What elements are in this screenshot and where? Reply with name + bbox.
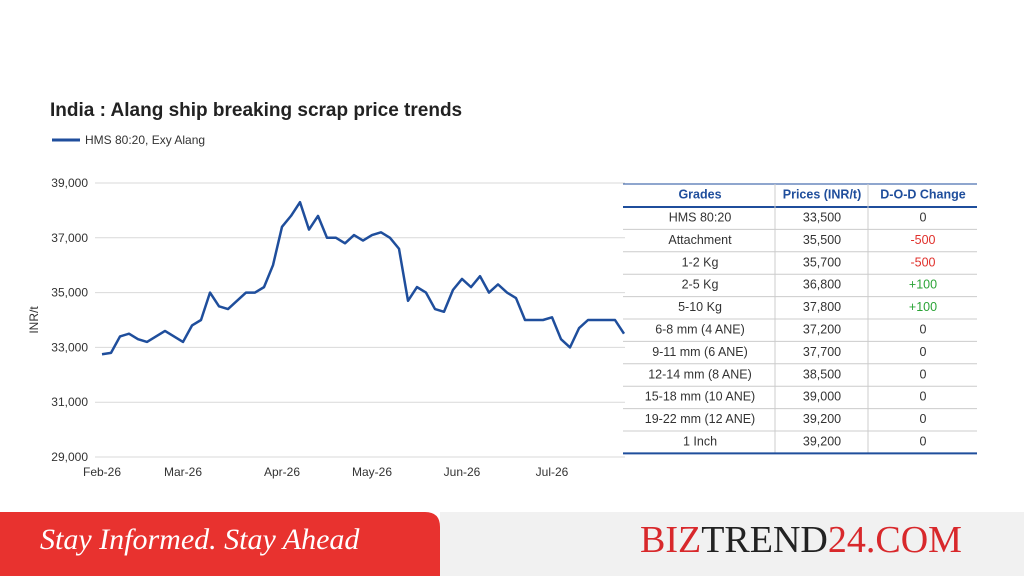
brand-part: BIZ bbox=[640, 519, 701, 561]
table-cell: 0 bbox=[920, 434, 927, 448]
table-cell: 35,500 bbox=[803, 233, 841, 247]
y-axis-label: INR/t bbox=[27, 306, 41, 334]
data-line bbox=[101, 200, 626, 356]
x-tick-label: May-26 bbox=[352, 465, 392, 479]
table-cell: HMS 80:20 bbox=[669, 210, 732, 224]
table-cell: 15-18 mm (10 ANE) bbox=[645, 390, 755, 404]
brand-part: 24.COM bbox=[828, 519, 962, 561]
table-cell: 6-8 mm (4 ANE) bbox=[655, 322, 745, 336]
table-cell: 0 bbox=[920, 322, 927, 336]
table-cell: 0 bbox=[920, 367, 927, 381]
table-cell: 5-10 Kg bbox=[678, 300, 722, 314]
table-cell: 19-22 mm (12 ANE) bbox=[645, 412, 755, 426]
plot: 29,000 31,000 33,000 35,000 37,000 39,000 Feb-… bbox=[51, 176, 626, 479]
y-tick-label: 35,000 bbox=[51, 286, 88, 300]
table-cell: +100 bbox=[909, 278, 937, 292]
x-tick-label: Apr-26 bbox=[264, 465, 300, 479]
table-cell: 39,200 bbox=[803, 412, 841, 426]
table-cell: 1 Inch bbox=[683, 434, 717, 448]
table-cell: 0 bbox=[920, 345, 927, 359]
legend-entry: HMS 80:20, Exy Alang bbox=[85, 133, 205, 147]
brand: BIZTREND24.COM bbox=[640, 519, 962, 561]
brand-background bbox=[440, 512, 1024, 576]
table-cell: 37,200 bbox=[803, 322, 841, 336]
table-header: D-O-D Change bbox=[880, 187, 965, 201]
x-tick-label: Jun-26 bbox=[444, 465, 481, 479]
chart-title: India : Alang ship breaking scrap price … bbox=[50, 100, 462, 121]
y-tick-label: 37,000 bbox=[51, 231, 88, 245]
table-cell: 9-11 mm (6 ANE) bbox=[652, 345, 748, 359]
table-cell: 0 bbox=[920, 390, 927, 404]
y-tick-label: 39,000 bbox=[51, 176, 88, 190]
y-tick-label: 31,000 bbox=[51, 395, 88, 409]
table-cell: 37,800 bbox=[803, 300, 841, 314]
table-cell: -500 bbox=[910, 255, 935, 269]
banner bbox=[0, 512, 440, 576]
table-header: Grades bbox=[678, 187, 721, 201]
table-cell: 36,800 bbox=[803, 278, 841, 292]
y-tick-label: 29,000 bbox=[51, 450, 88, 464]
table-cell: 2-5 Kg bbox=[682, 278, 719, 292]
table-cell: 0 bbox=[920, 210, 927, 224]
table-cell: 39,000 bbox=[803, 390, 841, 404]
x-tick-label: Mar-26 bbox=[164, 465, 202, 479]
y-tick-label: 33,000 bbox=[51, 340, 88, 354]
table-cell: 39,200 bbox=[803, 434, 841, 448]
table-cell: Attachment bbox=[668, 233, 732, 247]
table-cell: 37,700 bbox=[803, 345, 841, 359]
tagline: Stay Informed. Stay Ahead bbox=[40, 523, 360, 556]
table-cell: 33,500 bbox=[803, 210, 841, 224]
table-cell: 35,700 bbox=[803, 255, 841, 269]
x-tick-label: Jul-26 bbox=[536, 465, 569, 479]
table-header: Prices (INR/t) bbox=[783, 187, 862, 201]
brand-part: TREND bbox=[701, 519, 828, 561]
table-cell: +100 bbox=[909, 300, 937, 314]
table-cell: 12-14 mm (8 ANE) bbox=[648, 367, 752, 381]
table-cell: -500 bbox=[910, 233, 935, 247]
table-cell: 0 bbox=[920, 412, 927, 426]
table-cell: 1-2 Kg bbox=[682, 255, 719, 269]
table-cell: 38,500 bbox=[803, 367, 841, 381]
x-tick-label: Feb-26 bbox=[83, 465, 121, 479]
table: Grades Prices (INR/t) D-O-D Change HMS 80:2… bbox=[623, 183, 977, 455]
